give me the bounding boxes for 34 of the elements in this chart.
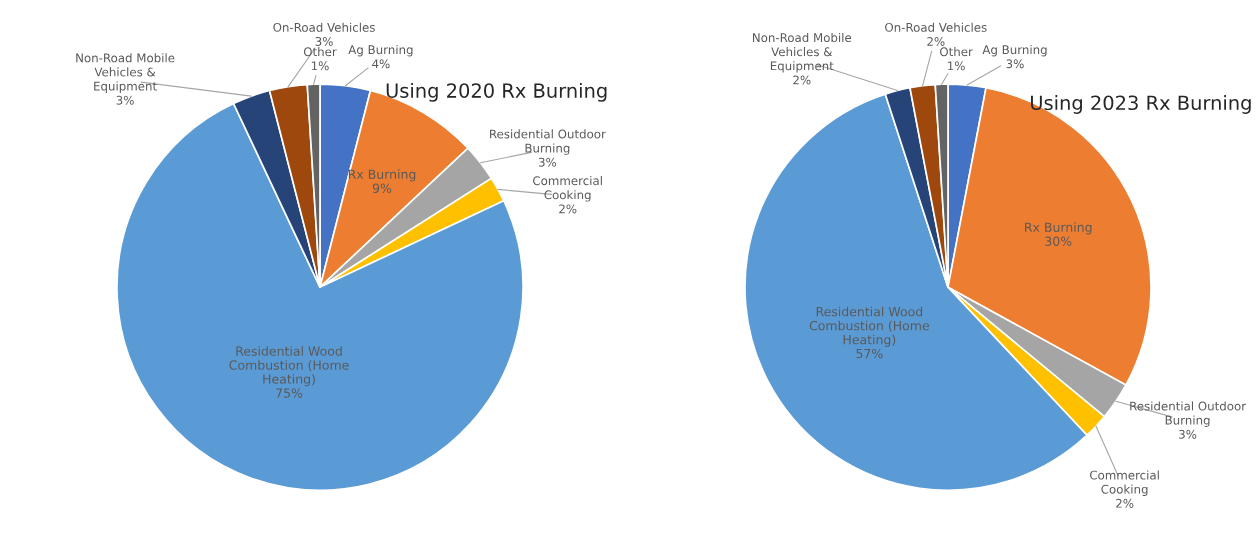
text: Using 2023 Rx Burning	[1030, 95, 1251, 114]
slice-label: Residential Wood Combustion (Home Heating)	[229, 346, 349, 387]
slice-label: Rx Burning	[348, 169, 416, 182]
slice-label: Residential Outdoor Burning	[490, 129, 606, 155]
data-label: 1%	[311, 61, 329, 71]
slice-label: Other	[940, 47, 973, 57]
slice-label: On-Road Vehicles	[885, 22, 987, 32]
slice-label: Other	[303, 47, 337, 57]
slice-label: Ag Burning	[348, 45, 413, 57]
slice-label: Non-Road Mobile Vehicles & Equipment	[753, 32, 852, 73]
data-label: 57%	[856, 348, 883, 359]
data-label: 2%	[927, 37, 945, 46]
data-label: 3%	[315, 37, 333, 46]
data-label: 4%	[372, 59, 390, 69]
slice-label: Commercial Cooking	[533, 176, 602, 202]
data-label: 3%	[538, 157, 557, 167]
data-label: 30%	[1045, 236, 1072, 246]
slice-label: Non-Road Mobile Vehicles & Equipment	[76, 53, 175, 93]
data-label: 2%	[793, 75, 811, 85]
slice-label: Commercial Cooking	[1089, 470, 1159, 496]
slice-label: Ag Burning	[982, 45, 1047, 57]
slice-label: Residential Outdoor Burning	[1130, 401, 1247, 427]
text: Using 2020 Rx Burning	[386, 82, 607, 102]
data-label: 3%	[1006, 59, 1024, 69]
data-label: 3%	[1179, 429, 1197, 439]
data-label: 75%	[276, 388, 303, 398]
data-label: 9%	[372, 183, 392, 193]
slice-label: Residential Wood Combustion (Home Heating)	[809, 306, 929, 347]
slice-label: Rx Burning	[1025, 222, 1092, 235]
slice-label: On-Road Vehicles	[273, 22, 375, 32]
data-label: 3%	[116, 95, 134, 105]
data-label: 2%	[1116, 498, 1134, 508]
data-label: 2%	[559, 204, 577, 214]
data-label: 1%	[948, 61, 965, 71]
